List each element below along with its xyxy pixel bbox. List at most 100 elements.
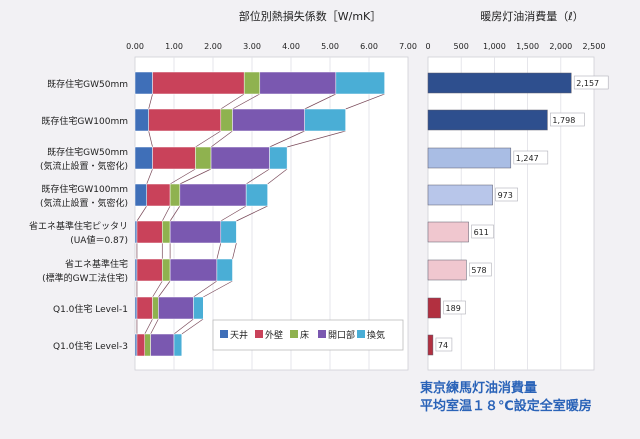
bar-segment xyxy=(162,220,171,244)
legend-label: 換気 xyxy=(367,329,385,341)
kerosene-plot-area xyxy=(427,56,595,371)
connector-line xyxy=(169,168,196,185)
connector-line xyxy=(269,130,305,148)
legend-swatch xyxy=(255,330,263,338)
connector-line xyxy=(169,205,181,222)
connector-line xyxy=(148,130,153,148)
bar-segment xyxy=(134,220,138,244)
x-tick-label: 0.00 xyxy=(126,42,144,51)
connector-line xyxy=(161,205,171,222)
legend-swatch xyxy=(318,330,326,338)
legend-swatch xyxy=(290,330,298,338)
connector-line xyxy=(345,93,385,110)
value-label: 74 xyxy=(438,341,448,350)
x-tick-label: 2,500 xyxy=(583,42,606,51)
bar-segment xyxy=(134,71,153,95)
bar-segment xyxy=(152,146,196,170)
bar-segment xyxy=(179,183,247,207)
bar-segment xyxy=(195,146,212,170)
connector-line xyxy=(232,93,260,110)
category-label: 既存住宅GW50mm (気流止設置・気密化) xyxy=(40,146,128,172)
x-tick-label: 7.00 xyxy=(399,42,417,51)
bar-segment xyxy=(162,258,171,282)
bar-segment xyxy=(134,296,138,320)
category-label: 既存住宅GW50mm xyxy=(47,78,128,90)
value-label: 1,247 xyxy=(516,154,539,163)
bar-segment xyxy=(134,108,149,132)
footnote-line-1: 東京練馬灯油消費量 xyxy=(420,380,537,396)
connector-line xyxy=(150,318,159,335)
consumption-bar xyxy=(427,297,441,319)
bar-segment xyxy=(136,220,163,244)
connector-line xyxy=(152,280,163,298)
heat-loss-bars xyxy=(134,71,385,357)
connector-line xyxy=(245,168,270,185)
legend-label: 開口部 xyxy=(328,329,355,341)
bar-segment xyxy=(169,220,222,244)
x-tick-label: 2.00 xyxy=(204,42,222,51)
connector-line xyxy=(216,242,222,260)
value-label: 1,798 xyxy=(552,116,575,125)
value-label-box xyxy=(550,112,585,127)
heat-loss-connector-lines xyxy=(136,93,385,335)
bar-segment xyxy=(150,333,175,357)
x-tick-label: 1,000 xyxy=(483,42,506,51)
category-label: 省エネ基準住宅ピッタリ(UA値＝0.87) xyxy=(29,220,128,246)
value-label-box xyxy=(495,187,518,202)
consumption-bar xyxy=(427,147,512,169)
bar-segment xyxy=(158,296,194,320)
category-labels: 既存住宅GW50mm 既存住宅GW100mm 既存住宅GW50mm (気流止設置・気密… xyxy=(29,78,128,352)
bar-segment xyxy=(193,296,204,320)
kerosene-chart: 暖房灯油消費量（ℓ） 0 500 1,000 1,500 2,000 2,500 2,15… xyxy=(425,9,609,371)
bar-segment xyxy=(169,183,181,207)
value-label: 2,157 xyxy=(576,79,599,88)
bar-segment xyxy=(173,333,183,357)
connector-line xyxy=(210,130,233,148)
bar-segment xyxy=(269,146,288,170)
category-label: 既存住宅GW100mm xyxy=(41,115,128,127)
bar-segment xyxy=(220,220,237,244)
bar-segment xyxy=(136,258,163,282)
connector-line xyxy=(287,130,346,148)
legend-label: 天井 xyxy=(230,329,248,341)
connector-line xyxy=(267,168,288,185)
consumption-bar xyxy=(427,259,467,281)
value-label: 973 xyxy=(498,191,513,200)
bar-segment xyxy=(335,71,385,95)
bar-segment xyxy=(134,183,147,207)
bar-segment xyxy=(232,108,305,132)
connector-line xyxy=(236,205,268,222)
value-label-box xyxy=(513,150,549,165)
connector-line xyxy=(158,280,171,298)
bar-segment xyxy=(216,258,233,282)
bar-segment xyxy=(134,146,153,170)
connector-line xyxy=(144,318,153,335)
value-label-box xyxy=(443,300,466,315)
bar-segment xyxy=(259,71,337,95)
connector-line xyxy=(220,205,247,222)
connector-line xyxy=(148,93,153,110)
category-label: Q1.0住宅 Level-3 xyxy=(53,340,128,352)
bar-segment xyxy=(304,108,346,132)
consumption-bar xyxy=(427,109,548,131)
connector-line xyxy=(304,93,337,110)
legend: 天井 外壁 床 開口部 換気 xyxy=(212,319,404,351)
legend-swatch xyxy=(220,330,228,338)
category-label: Q1.0住宅 Level-1 xyxy=(53,303,128,315)
x-tick-label: 0 xyxy=(425,42,430,51)
value-label: 611 xyxy=(474,228,489,237)
consumption-bar xyxy=(427,72,572,94)
connector-line xyxy=(181,318,204,335)
kerosene-chart-title: 暖房灯油消費量（ℓ） xyxy=(480,9,584,23)
bar-segment xyxy=(136,296,153,320)
footnote-line-2: 平均室温１８℃設定全室暖房 xyxy=(420,398,592,414)
footnote: 東京練馬灯油消費量 平均室温１８℃設定全室暖房 xyxy=(420,380,592,414)
x-tick-label: 1.00 xyxy=(165,42,183,51)
connector-line xyxy=(193,280,218,298)
bar-segment xyxy=(152,296,159,320)
x-tick-label: 5.00 xyxy=(321,42,339,51)
connector-line xyxy=(203,280,233,298)
kerosene-x-ticks: 0 500 1,000 1,500 2,000 2,500 xyxy=(425,42,605,51)
heat-loss-x-ticks: 0.00 1.00 2.00 3.00 4.00 5.00 6.00 7.00 xyxy=(126,42,417,51)
